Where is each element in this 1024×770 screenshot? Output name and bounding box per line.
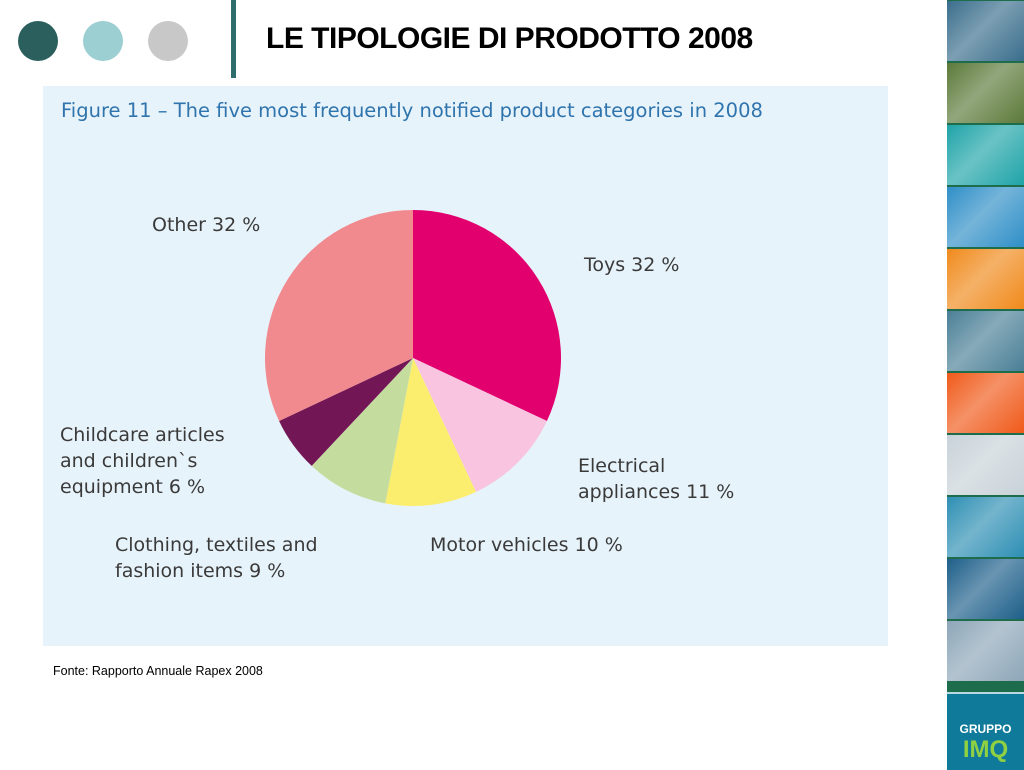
slice-label-clothing: Clothing, textiles and fashion items 9 % — [115, 532, 318, 584]
slice-label-other: Other 32 % — [152, 212, 260, 238]
slice-label-motor: Motor vehicles 10 % — [430, 532, 623, 558]
pie-chart — [265, 210, 561, 507]
brand-photo-tile — [947, 621, 1024, 681]
slice-label-line: Other 32 % — [152, 214, 261, 236]
title-dot-1 — [18, 21, 58, 61]
brand-photo-tile — [947, 125, 1024, 185]
slice-label-line: Clothing, textiles and — [115, 534, 318, 556]
title-divider — [231, 0, 236, 78]
pie-slice-other — [265, 210, 413, 422]
slice-label-toys: Toys 32 % — [584, 252, 679, 278]
imq-logo: GRUPPO IMQ — [947, 692, 1024, 770]
title-dot-3 — [148, 21, 188, 61]
title-dot-2 — [83, 21, 123, 61]
pie-slice-clothing — [311, 358, 413, 504]
source-note: Fonte: Rapporto Annuale Rapex 2008 — [53, 664, 263, 678]
slice-label-line: equipment 6 % — [60, 476, 206, 498]
pie-slice-electrical — [413, 358, 547, 492]
slice-label-line: Toys 32 % — [584, 254, 680, 276]
slide-title: LE TIPOLOGIE DI PRODOTTO 2008 — [266, 22, 753, 55]
slice-label-electrical: Electrical appliances 11 % — [578, 453, 734, 505]
brand-photo-tile — [947, 435, 1024, 495]
brand-strip: GRUPPO IMQ — [947, 0, 1024, 770]
brand-photo-tile — [947, 1, 1024, 61]
brand-photo-tile — [947, 311, 1024, 371]
brand-photo-tile — [947, 249, 1024, 309]
logo-line2: IMQ — [962, 736, 1009, 763]
pie-slice-motor — [385, 358, 477, 507]
slice-label-line: Electrical — [578, 455, 666, 477]
slice-label-childcare: Childcare articles and children`s equipmen… — [60, 422, 225, 500]
pie-slice-childcare — [279, 358, 413, 466]
brand-photo-tile — [947, 187, 1024, 247]
figure-title: Figure 11 – The five most frequently not… — [61, 99, 763, 122]
slice-label-line: appliances 11 % — [578, 481, 735, 503]
slice-label-line: and children`s — [60, 450, 198, 472]
brand-photo-tile — [947, 373, 1024, 433]
slice-label-line: Childcare articles — [60, 424, 225, 446]
figure-panel: Figure 11 – The five most frequently not… — [43, 86, 888, 646]
logo-line1: GRUPPO — [959, 722, 1012, 736]
brand-photo-tile — [947, 63, 1024, 123]
brand-photo-tile — [947, 497, 1024, 557]
slice-label-line: Motor vehicles 10 % — [430, 534, 623, 556]
pie-slice-toys — [413, 210, 561, 422]
brand-photo-tile — [947, 559, 1024, 619]
slice-label-line: fashion items 9 % — [115, 560, 286, 582]
